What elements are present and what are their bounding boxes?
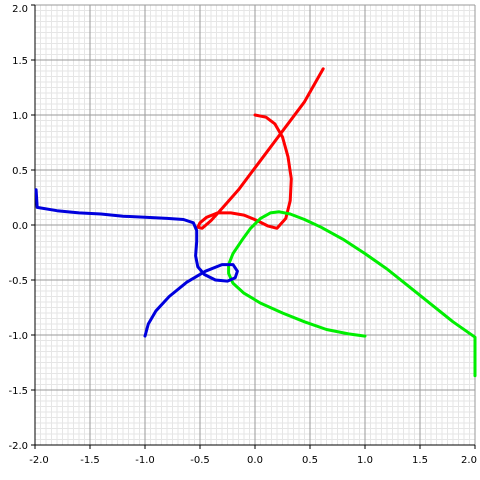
y-tick-labels: -2.0 -1.5 -1.0 -0.5 0.0 0.5 1.0 1.5 2.0 — [8, 4, 35, 452]
series-layer — [34, 67, 477, 378]
x-tick-label: -1.5 — [80, 455, 100, 466]
y-tick-label: -0.5 — [8, 276, 28, 287]
red-curve — [196, 67, 325, 230]
y-tick-label: -2.0 — [8, 441, 28, 452]
x-tick-label: -1.0 — [135, 455, 155, 466]
green-curve — [227, 210, 477, 378]
x-tick-label: -0.5 — [190, 455, 210, 466]
y-tick-label: -1.5 — [8, 386, 28, 397]
x-tick-label: 2.0 — [461, 455, 477, 466]
y-tick-label: 1.0 — [12, 111, 28, 122]
y-tick-label: 1.5 — [12, 56, 28, 67]
x-tick-label: -2.0 — [29, 455, 49, 466]
y-tick-label: 0.5 — [12, 166, 28, 177]
y-tick-label: -1.0 — [8, 331, 28, 342]
x-tick-label: 0.5 — [302, 455, 318, 466]
x-tick-label: 1.5 — [412, 455, 428, 466]
blue-curve — [34, 188, 239, 338]
y-tick-label: 2.0 — [12, 4, 28, 15]
x-tick-label: 1.0 — [357, 455, 373, 466]
x-tick-label: 0.0 — [247, 455, 263, 466]
y-tick-label: 0.0 — [12, 221, 28, 232]
x-tick-labels: -2.0 -1.5 -1.0 -0.5 0.0 0.5 1.0 1.5 2.0 — [29, 445, 477, 466]
